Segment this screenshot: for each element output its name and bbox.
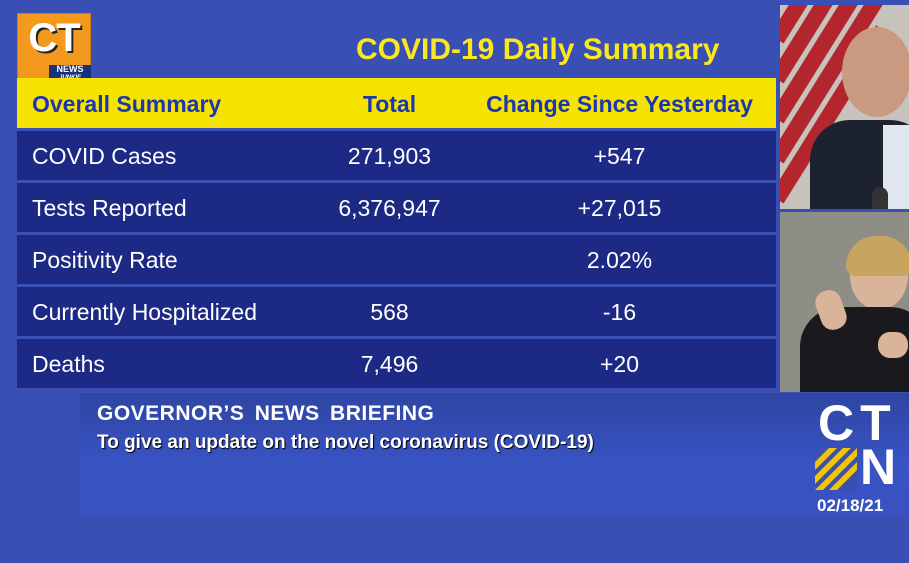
ct-news-junkie-logo: CT NEWS JUNKIE: [17, 13, 91, 87]
summary-title: COVID-19 Daily Summary: [356, 33, 720, 66]
interpreter-video-feed: [780, 212, 909, 392]
row-total: 6,376,947: [338, 195, 441, 221]
briefing-subtitle: To give an update on the novel coronavir…: [97, 432, 594, 453]
row-change: +547: [593, 143, 646, 169]
summary-table: Overall Summary Total Change Since Yeste…: [17, 78, 776, 388]
logo-news-text: NEWS: [56, 64, 84, 74]
broadcast-date: 02/18/21: [817, 496, 884, 515]
ctn-emblem-icon: [815, 448, 857, 490]
header-change: Change Since Yesterday: [486, 91, 753, 117]
row-change: +27,015: [577, 195, 662, 221]
ctn-logo: CT N: [812, 398, 902, 518]
row-total: 7,496: [360, 351, 419, 377]
table-row: Tests Reported 6,376,947 +27,015: [17, 183, 776, 232]
row-label: Tests Reported: [32, 195, 187, 221]
row-total: 271,903: [347, 143, 432, 169]
ctn-n-text: N: [860, 439, 897, 495]
table-header: Overall Summary Total Change Since Yeste…: [17, 78, 776, 128]
table-row: Positivity Rate 2.02%: [17, 235, 776, 284]
row-label: Positivity Rate: [32, 247, 178, 273]
row-change: +20: [599, 351, 639, 377]
lower-third-banner: [80, 393, 909, 518]
table-row: COVID Cases 271,903 +547: [17, 131, 776, 180]
row-label: Currently Hospitalized: [32, 299, 257, 325]
logo-ct-text: CT: [28, 16, 80, 60]
row-change: -16: [602, 299, 637, 325]
header-total: Total: [362, 91, 417, 117]
table-row: Currently Hospitalized 568 -16: [17, 287, 776, 336]
speaker-video-feed: [780, 5, 909, 209]
header-overall-summary: Overall Summary: [32, 91, 222, 117]
row-total: 568: [370, 299, 409, 325]
ctn-ct-text: CT: [818, 395, 897, 451]
row-label: Deaths: [32, 351, 105, 377]
row-label: COVID Cases: [32, 143, 177, 169]
microphone: [872, 187, 888, 209]
table-row: Deaths 7,496 +20: [17, 339, 776, 388]
row-change: 2.02%: [586, 247, 653, 273]
speaker-head: [842, 27, 909, 117]
briefing-title: GOVERNOR’S NEWS BRIEFING: [97, 402, 435, 425]
